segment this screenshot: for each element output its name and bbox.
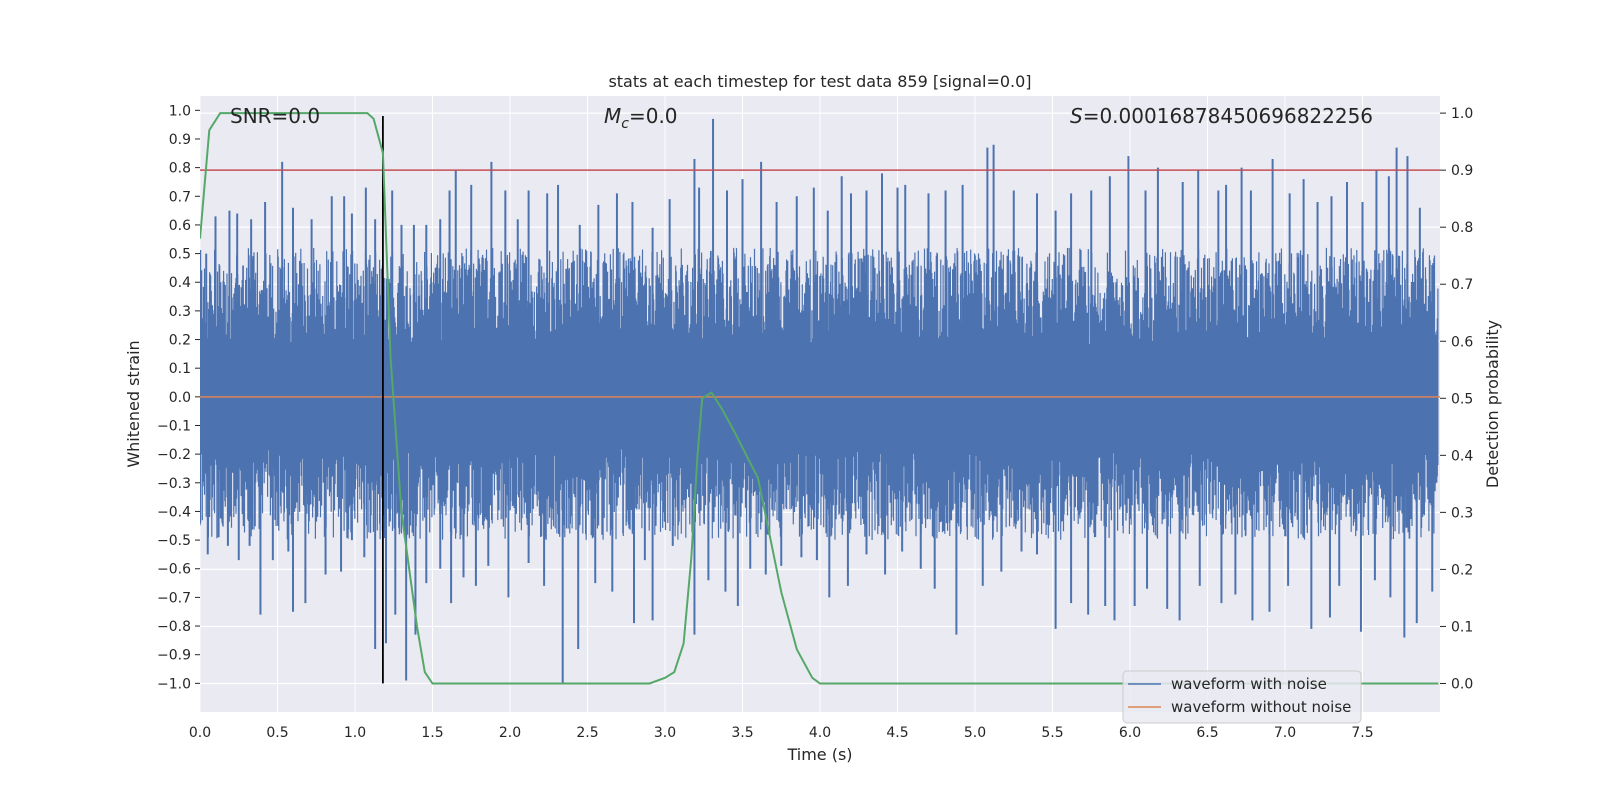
y-tick-label: −0.5 — [157, 533, 191, 549]
x-tick-label: 0.5 — [266, 725, 288, 741]
x-tick-label: 7.5 — [1351, 725, 1373, 741]
y2-tick-label: 0.2 — [1451, 562, 1473, 578]
x-tick-label: 1.0 — [344, 725, 366, 741]
x-tick-label: 7.0 — [1274, 725, 1296, 741]
y-axis-label: Whitened strain — [124, 340, 143, 467]
x-tick-label: 4.5 — [886, 725, 908, 741]
y2-tick-label: 0.6 — [1451, 334, 1473, 350]
x-axis-label: Time (s) — [786, 745, 852, 764]
y2-tick-label: 0.5 — [1451, 391, 1473, 407]
chirp-mass-symbol: M — [604, 104, 621, 128]
x-tick-label: 3.5 — [731, 725, 753, 741]
x-tick-label: 2.0 — [499, 725, 521, 741]
y-tick-label: 1.0 — [169, 103, 191, 119]
y-tick-label: −0.3 — [157, 476, 191, 492]
legend-label-clean: waveform without noise — [1171, 698, 1351, 716]
x-tick-label: 3.0 — [654, 725, 676, 741]
y-tick-label: 0.2 — [169, 333, 191, 349]
y-tick-label: 0.5 — [169, 247, 191, 263]
x-tick-label: 0.0 — [189, 725, 211, 741]
legend-label-noise: waveform with noise — [1171, 675, 1327, 693]
y-tick-label: 0.9 — [169, 132, 191, 148]
x-tick-label: 5.5 — [1041, 725, 1063, 741]
y-tick-label: −0.7 — [157, 590, 191, 606]
y-tick-label: 0.4 — [169, 275, 191, 291]
y-axis-right: 1.0 0.9 0.8 0.7 0.6 0.5 0.4 0.3 0.2 0.1 0.0 — [1440, 106, 1473, 692]
chart-title: stats at each timestep for test data 859… — [608, 72, 1031, 91]
y2-tick-label: 0.9 — [1451, 163, 1473, 179]
x-tick-label: 5.0 — [964, 725, 986, 741]
y2-tick-label: 0.0 — [1451, 676, 1473, 692]
noise-waveform — [200, 118, 1439, 684]
x-tick-label: 2.5 — [576, 725, 598, 741]
y-tick-label: 0.3 — [169, 304, 191, 320]
x-tick-label: 6.5 — [1196, 725, 1218, 741]
y2-axis-label: Detection probability — [1483, 320, 1502, 488]
y-axis-left: 1.0 0.9 0.8 0.7 0.6 0.5 0.4 0.3 0.2 0.1 0.0 −0.1 −0.… — [157, 103, 200, 692]
chirp-mass-annotation: Mc=0.0 — [604, 104, 678, 132]
y-tick-label: −0.9 — [157, 648, 191, 664]
y-tick-label: −0.8 — [157, 619, 191, 635]
y2-tick-label: 0.4 — [1451, 448, 1473, 464]
s-symbol: S — [1070, 104, 1083, 128]
x-axis: 0.0 0.5 1.0 1.5 2.0 2.5 3.0 3.5 4.0 4.5 5.0 5.5 6.0 6… — [189, 725, 1374, 741]
x-tick-label: 6.0 — [1119, 725, 1141, 741]
y-tick-label: −0.2 — [157, 447, 191, 463]
s-annotation: S=0.00016878450696822256 — [1070, 104, 1373, 128]
chirp-mass-subscript: c — [621, 116, 629, 132]
y-tick-label: 0.7 — [169, 189, 191, 205]
y2-tick-label: 0.7 — [1451, 277, 1473, 293]
y-tick-label: 0.8 — [169, 161, 191, 177]
s-value: =0.00016878450696822256 — [1083, 104, 1373, 128]
y2-tick-label: 0.8 — [1451, 220, 1473, 236]
snr-annotation: SNR=0.0 — [230, 104, 320, 128]
y-tick-label: 0.0 — [169, 390, 191, 406]
y-tick-label: −1.0 — [157, 676, 191, 692]
y-tick-label: −0.6 — [157, 562, 191, 578]
y2-tick-label: 1.0 — [1451, 106, 1473, 122]
y-tick-label: −0.4 — [157, 504, 191, 520]
y-tick-label: −0.1 — [157, 418, 191, 434]
legend: waveform with noise waveform without noi… — [1122, 670, 1362, 724]
x-tick-label: 1.5 — [421, 725, 443, 741]
legend-box — [1122, 670, 1362, 724]
x-tick-label: 4.0 — [809, 725, 831, 741]
overlay-lines — [200, 112, 1440, 685]
chirp-mass-value: =0.0 — [629, 104, 678, 128]
y2-tick-label: 0.3 — [1451, 505, 1473, 521]
detection-probability-line — [200, 112, 1439, 685]
y-tick-label: 0.1 — [169, 361, 191, 377]
y2-tick-label: 0.1 — [1451, 619, 1473, 635]
y-tick-label: 0.6 — [169, 218, 191, 234]
